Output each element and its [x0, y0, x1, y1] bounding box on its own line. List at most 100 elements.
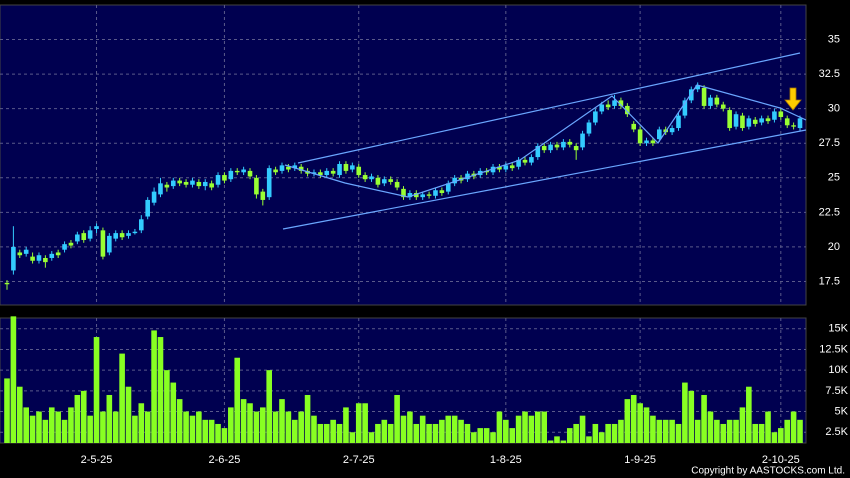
candle-body: [94, 226, 99, 229]
volume-bar: [196, 411, 202, 443]
candle-body: [369, 176, 374, 180]
volume-bar: [714, 419, 720, 443]
volume-bar: [534, 411, 541, 443]
candle-body: [62, 244, 67, 250]
candle-body: [631, 123, 637, 130]
volume-bar: [132, 415, 138, 443]
volume-bar: [29, 415, 36, 443]
volume-bar: [662, 419, 669, 443]
volume-bar: [624, 399, 631, 443]
volume-bar: [451, 415, 458, 443]
volume-bar: [630, 394, 637, 443]
volume-bar: [285, 411, 292, 443]
candle-body: [784, 118, 790, 126]
volume-bar: [432, 423, 439, 443]
candle-body: [586, 122, 592, 134]
volume-bar: [771, 432, 778, 443]
volume-bar: [503, 419, 509, 443]
candle-body: [266, 168, 272, 198]
volume-bar: [183, 411, 189, 443]
volume-bar: [48, 407, 55, 443]
candle-body: [158, 183, 163, 195]
volume-bar: [151, 330, 157, 443]
y-tick-label: 12.5K: [819, 343, 848, 355]
volume-bar: [445, 415, 452, 443]
candle-body: [708, 97, 713, 106]
candle-body: [260, 191, 266, 200]
candle-body: [797, 118, 803, 129]
volume-bar: [471, 432, 477, 443]
volume-bar: [68, 407, 74, 443]
volume-bar: [55, 411, 61, 443]
candle-body: [4, 282, 10, 285]
candle-body: [529, 157, 534, 163]
volume-bar: [573, 423, 579, 443]
volume-bar: [643, 407, 650, 443]
volume-bar: [298, 411, 304, 443]
candle-body: [433, 190, 438, 196]
volume-bar: [4, 378, 10, 443]
volume-bar: [112, 411, 119, 443]
candle-body: [375, 177, 381, 185]
volume-bar: [784, 419, 791, 443]
candle-body: [420, 194, 425, 198]
volume-bar: [618, 419, 624, 443]
candle-body: [68, 242, 74, 246]
volume-bar: [598, 432, 605, 443]
candle-body: [682, 100, 688, 116]
volume-bar: [176, 399, 183, 443]
candle-body: [650, 140, 656, 144]
volume-bar: [739, 407, 746, 443]
candle-body: [573, 146, 579, 151]
y-tick-label: 22.5: [819, 206, 840, 218]
volume-bar: [343, 407, 349, 443]
candle-body: [772, 111, 777, 120]
volume-bar: [688, 390, 695, 443]
price-panel: [0, 4, 807, 306]
volume-bar: [164, 370, 170, 443]
y-tick-label: 15K: [828, 323, 848, 335]
candle-body: [522, 159, 528, 163]
volume-bar: [323, 423, 330, 443]
volume-bar: [266, 370, 273, 443]
candle-body: [119, 233, 125, 238]
volume-bar: [311, 415, 317, 443]
volume-bar: [170, 382, 177, 443]
candle-body: [567, 141, 573, 145]
volume-bar: [566, 428, 573, 443]
volume-bar: [528, 415, 535, 443]
volume-bar: [74, 394, 81, 443]
volume-bar: [758, 423, 765, 443]
candle-body: [382, 179, 387, 184]
volume-bar: [547, 440, 554, 443]
volume-bar: [515, 415, 522, 443]
candle-body: [426, 194, 432, 196]
candle-body: [43, 257, 48, 263]
candle-body: [720, 104, 726, 109]
volume-bar: [228, 407, 234, 443]
candle-body: [701, 87, 707, 106]
volume-bar: [260, 407, 266, 443]
candle-body: [740, 115, 745, 129]
volume-bar: [100, 411, 106, 443]
volume-bar: [189, 415, 196, 443]
candle-body: [126, 233, 131, 236]
volume-bar: [272, 411, 279, 443]
candle-body: [401, 188, 406, 198]
candle-body: [637, 129, 643, 144]
volume-bar: [522, 411, 528, 443]
volume-bar: [726, 419, 733, 443]
channel-lower: [282, 129, 807, 230]
volume-bar: [119, 353, 125, 443]
candle-body: [75, 234, 80, 242]
volume-bar: [458, 419, 464, 443]
volume-bar: [797, 419, 803, 443]
volume-bar: [752, 423, 759, 443]
candle-body: [439, 190, 445, 194]
volume-bar: [400, 415, 407, 443]
candle-body: [548, 144, 553, 151]
candle-body: [23, 249, 29, 254]
volume-bar: [765, 411, 771, 443]
candle-body: [688, 89, 694, 101]
volume-bar: [682, 382, 688, 443]
